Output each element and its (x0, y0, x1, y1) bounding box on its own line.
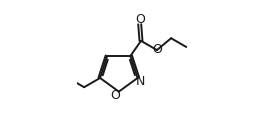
Text: O: O (111, 89, 120, 102)
Text: O: O (152, 43, 162, 56)
Text: N: N (136, 75, 146, 88)
Text: O: O (135, 13, 145, 26)
